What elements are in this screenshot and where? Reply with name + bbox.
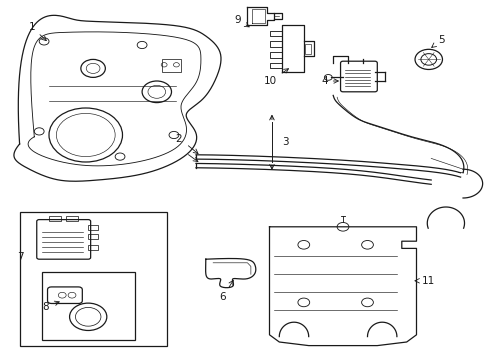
Text: 6: 6 [220,280,233,302]
Text: 2: 2 [175,134,182,144]
Bar [49,216,61,221]
Bar [42,272,135,340]
Text: 9: 9 [234,15,249,27]
FancyBboxPatch shape [37,220,91,259]
Bar [305,44,311,54]
Text: 4: 4 [321,76,338,86]
Text: 1: 1 [28,22,46,41]
Bar [88,245,98,250]
Text: 3: 3 [282,137,289,147]
FancyBboxPatch shape [341,61,377,92]
Bar [20,212,167,346]
Bar [66,216,78,221]
FancyBboxPatch shape [48,287,82,303]
Text: 8: 8 [42,301,59,312]
Bar [88,234,98,239]
Text: 11: 11 [415,276,436,286]
Text: 10: 10 [264,69,289,86]
Bar [162,59,181,72]
Text: 5: 5 [432,35,444,48]
Bar [88,225,98,230]
Text: 7: 7 [17,252,24,262]
